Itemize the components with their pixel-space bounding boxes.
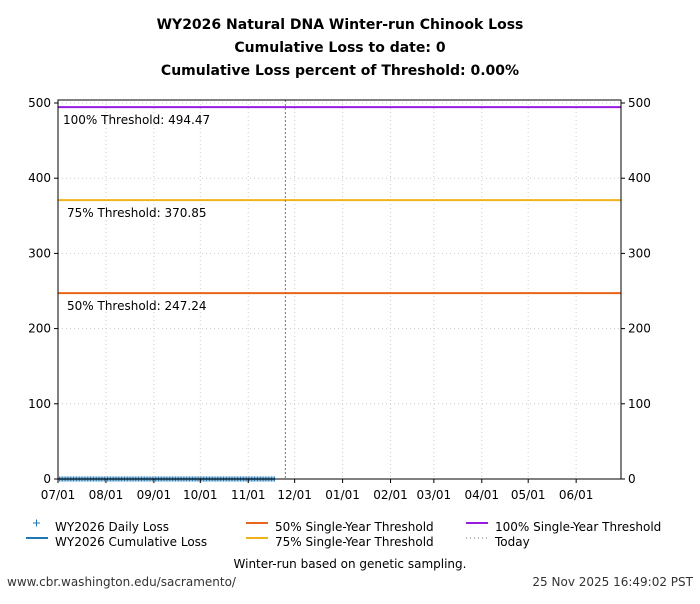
y-tick-label-left: 100 [28, 397, 51, 411]
x-tick-label: 01/01 [325, 488, 360, 502]
x-tick-label: 12/01 [277, 488, 312, 502]
marks: 50% Threshold: 247.24 75% Threshold: 370.… [55, 100, 621, 482]
y-tick-label-right: 500 [628, 96, 651, 110]
x-tick-label: 06/01 [559, 488, 594, 502]
axes: 07/01 08/01 09/01 10/01 11/01 12/01 01/01 02/01… [28, 96, 651, 502]
plot-frame [57, 99, 622, 480]
x-tick-label: 07/01 [41, 488, 76, 502]
y-tick-label-left: 500 [28, 96, 51, 110]
legend-label: WY2026 Cumulative Loss [55, 535, 207, 549]
threshold-label: 100% Threshold: 494.47 [63, 113, 210, 127]
x-tick-label: 03/01 [417, 488, 452, 502]
x-tick-label: 11/01 [231, 488, 266, 502]
footer-timestamp: 25 Nov 2025 16:49:02 PST [532, 575, 693, 589]
legend-label: 100% Single-Year Threshold [495, 520, 661, 534]
x-tick-label: 08/01 [89, 488, 124, 502]
y-tick-label-left: 200 [28, 322, 51, 336]
chart-title-2: Cumulative Loss to date: 0 [234, 40, 445, 56]
x-tick-label: 05/01 [511, 488, 546, 502]
y-tick-label-left: 300 [28, 246, 51, 260]
legend-item: Today [466, 535, 530, 549]
legend-plus-icon [33, 519, 40, 527]
threshold-label: 50% Threshold: 247.24 [67, 299, 206, 313]
footnote: Winter-run based on genetic sampling. [234, 557, 467, 571]
legend-item: 50% Single-Year Threshold [246, 520, 434, 534]
legend-item: 100% Single-Year Threshold [466, 520, 661, 534]
y-tick-label-right: 100 [628, 397, 651, 411]
legend-item: 75% Single-Year Threshold [246, 535, 434, 549]
footer-url[interactable]: www.cbr.washington.edu/sacramento/ [7, 575, 237, 589]
x-tick-label: 04/01 [464, 488, 499, 502]
legend-label: 50% Single-Year Threshold [275, 520, 434, 534]
x-tick-label: 10/01 [183, 488, 218, 502]
y-tick-label-left: 400 [28, 171, 51, 185]
y-tick-label-left: 0 [43, 472, 51, 486]
chart-title-3: Cumulative Loss percent of Threshold: 0.… [161, 63, 519, 79]
legend-item: WY2026 Cumulative Loss [26, 535, 207, 549]
x-tick-label: 02/01 [373, 488, 408, 502]
grid [57, 100, 621, 480]
y-tick-label-right: 0 [628, 472, 636, 486]
legend-item: WY2026 Daily Loss [33, 519, 169, 534]
legend-label: 75% Single-Year Threshold [275, 535, 434, 549]
legend-label: Today [494, 535, 530, 549]
y-tick-label-right: 200 [628, 322, 651, 336]
y-tick-label-right: 300 [628, 246, 651, 260]
y-tick-label-right: 400 [628, 171, 651, 185]
chart-title-1: WY2026 Natural DNA Winter-run Chinook Lo… [157, 17, 524, 33]
x-tick-label: 09/01 [137, 488, 172, 502]
legend-label: WY2026 Daily Loss [55, 520, 169, 534]
threshold-label: 75% Threshold: 370.85 [67, 206, 206, 220]
